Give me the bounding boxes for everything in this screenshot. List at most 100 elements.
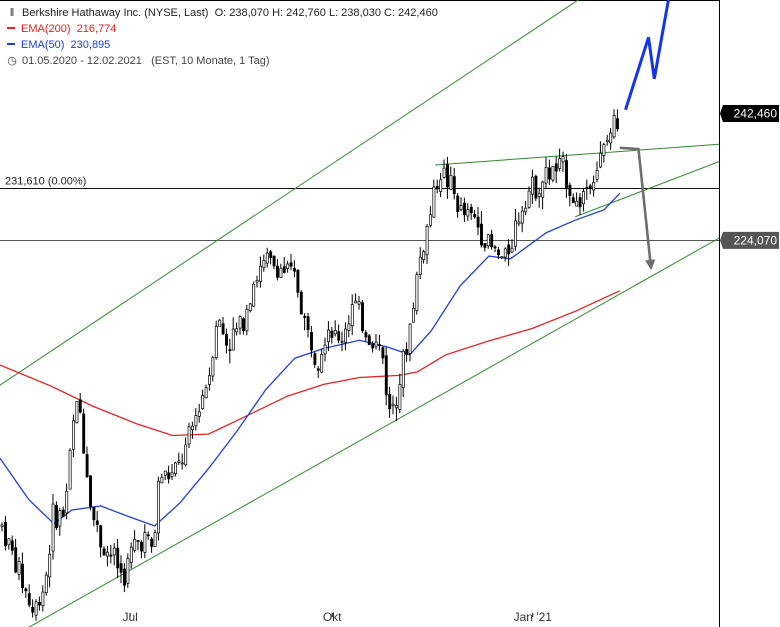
- candle-up: [262, 259, 266, 269]
- candle-down: [452, 176, 456, 195]
- ema200-legend: EMA(200) 216,774: [6, 21, 116, 37]
- candle-down: [296, 269, 300, 293]
- candle-down: [490, 234, 494, 248]
- candle-up: [238, 316, 242, 329]
- candle-up: [609, 132, 613, 144]
- candle-down: [99, 525, 103, 548]
- ema50-label: EMA(50): [21, 39, 65, 51]
- candle-up: [599, 152, 602, 168]
- candle-up: [592, 181, 596, 191]
- candle-down: [272, 255, 276, 267]
- candle-up: [41, 591, 45, 606]
- candle-up: [286, 263, 290, 269]
- candle-down: [221, 323, 225, 335]
- candle-down: [384, 355, 388, 396]
- candle-up: [459, 205, 463, 211]
- candle-down: [588, 185, 592, 189]
- candle-up: [126, 558, 130, 584]
- candle-up: [605, 139, 609, 142]
- candle-down: [38, 602, 41, 606]
- projection-up-scenario: [624, 0, 670, 111]
- candle-down: [381, 347, 385, 359]
- candle-down: [82, 413, 86, 454]
- candle-up: [112, 547, 116, 556]
- ema50-swatch: [7, 42, 15, 45]
- candle-up: [415, 274, 419, 311]
- plot-area: [0, 0, 719, 627]
- candle-down: [119, 563, 123, 573]
- candle-up: [558, 158, 562, 169]
- candle-up: [72, 420, 75, 450]
- candle-down: [473, 214, 477, 218]
- candle-up: [48, 553, 52, 578]
- ema200-swatch: [7, 26, 15, 29]
- candle-up: [163, 470, 167, 476]
- candle-up: [7, 538, 11, 546]
- date-range-info: (EST, 10 Monate, 1 Tag): [151, 55, 270, 67]
- candle-up: [398, 384, 402, 410]
- candle-up: [65, 491, 69, 514]
- candle-down: [568, 184, 572, 197]
- candle-down: [310, 332, 313, 351]
- candle-up: [429, 214, 432, 226]
- candle-up: [75, 401, 79, 424]
- candle-down: [463, 202, 466, 216]
- candle-up: [395, 405, 398, 409]
- candle-up: [582, 191, 585, 205]
- candle-up: [235, 328, 239, 333]
- candle-down: [92, 506, 96, 521]
- candle-up: [412, 307, 415, 323]
- candle-down: [388, 394, 392, 410]
- candle-up: [160, 476, 164, 484]
- candle-up: [422, 251, 426, 260]
- candle-up: [612, 115, 616, 138]
- candle-up: [197, 411, 201, 417]
- candle-up: [180, 462, 184, 465]
- trendline-channel-upper: [0, 0, 580, 386]
- candle-down: [242, 318, 245, 332]
- candle-down: [337, 331, 341, 341]
- candle-up: [44, 574, 48, 593]
- candle-up: [248, 303, 252, 311]
- candle-up: [575, 200, 579, 207]
- candle-up: [439, 179, 443, 192]
- date-range: ◷ 01.05.2020 - 12.02.2021 (EST, 10 Monate…: [6, 53, 269, 69]
- candle-up: [191, 425, 194, 430]
- candle-up: [347, 323, 351, 331]
- candle-up: [537, 193, 541, 197]
- candle-down: [282, 266, 286, 273]
- candle-up: [486, 234, 490, 247]
- candle-down: [330, 330, 334, 338]
- candle-down: [469, 206, 473, 214]
- candle-down: [10, 540, 14, 551]
- candle-up: [133, 538, 137, 551]
- ema50-line: [0, 192, 621, 527]
- candle-up: [106, 551, 109, 557]
- candle-up: [143, 532, 147, 553]
- candle-down: [316, 368, 320, 371]
- candle-up: [255, 280, 259, 283]
- candle-up: [340, 340, 344, 343]
- level-badge-text: 224,070: [734, 233, 778, 247]
- candle-down: [299, 291, 303, 315]
- candle-down: [21, 563, 24, 589]
- candle-down: [483, 243, 487, 248]
- candle-down: [14, 547, 18, 573]
- candlestick-icon: ‖: [9, 7, 15, 19]
- candle-down: [89, 475, 92, 508]
- candle-up: [514, 220, 517, 247]
- candle-up: [391, 403, 395, 407]
- candle-up: [442, 167, 446, 178]
- candle-up: [561, 156, 565, 163]
- candle-up: [541, 181, 545, 198]
- candle-up: [602, 144, 606, 156]
- candle-up: [425, 225, 429, 256]
- x-tick-label: Jan '21: [514, 610, 553, 624]
- candle-up: [208, 375, 211, 385]
- candle-down: [367, 335, 371, 345]
- candle-down: [361, 302, 364, 331]
- candle-down: [109, 554, 113, 557]
- candle-down: [585, 187, 589, 189]
- candle-down: [24, 588, 28, 592]
